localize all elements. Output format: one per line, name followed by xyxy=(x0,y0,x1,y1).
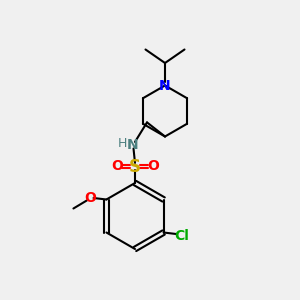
Text: O: O xyxy=(84,191,96,205)
Text: N: N xyxy=(127,138,139,152)
Text: S: S xyxy=(129,158,141,175)
Text: H: H xyxy=(117,137,127,150)
Text: Cl: Cl xyxy=(174,229,189,242)
Text: O: O xyxy=(111,160,123,173)
Text: O: O xyxy=(147,160,159,173)
Text: N: N xyxy=(159,79,171,92)
